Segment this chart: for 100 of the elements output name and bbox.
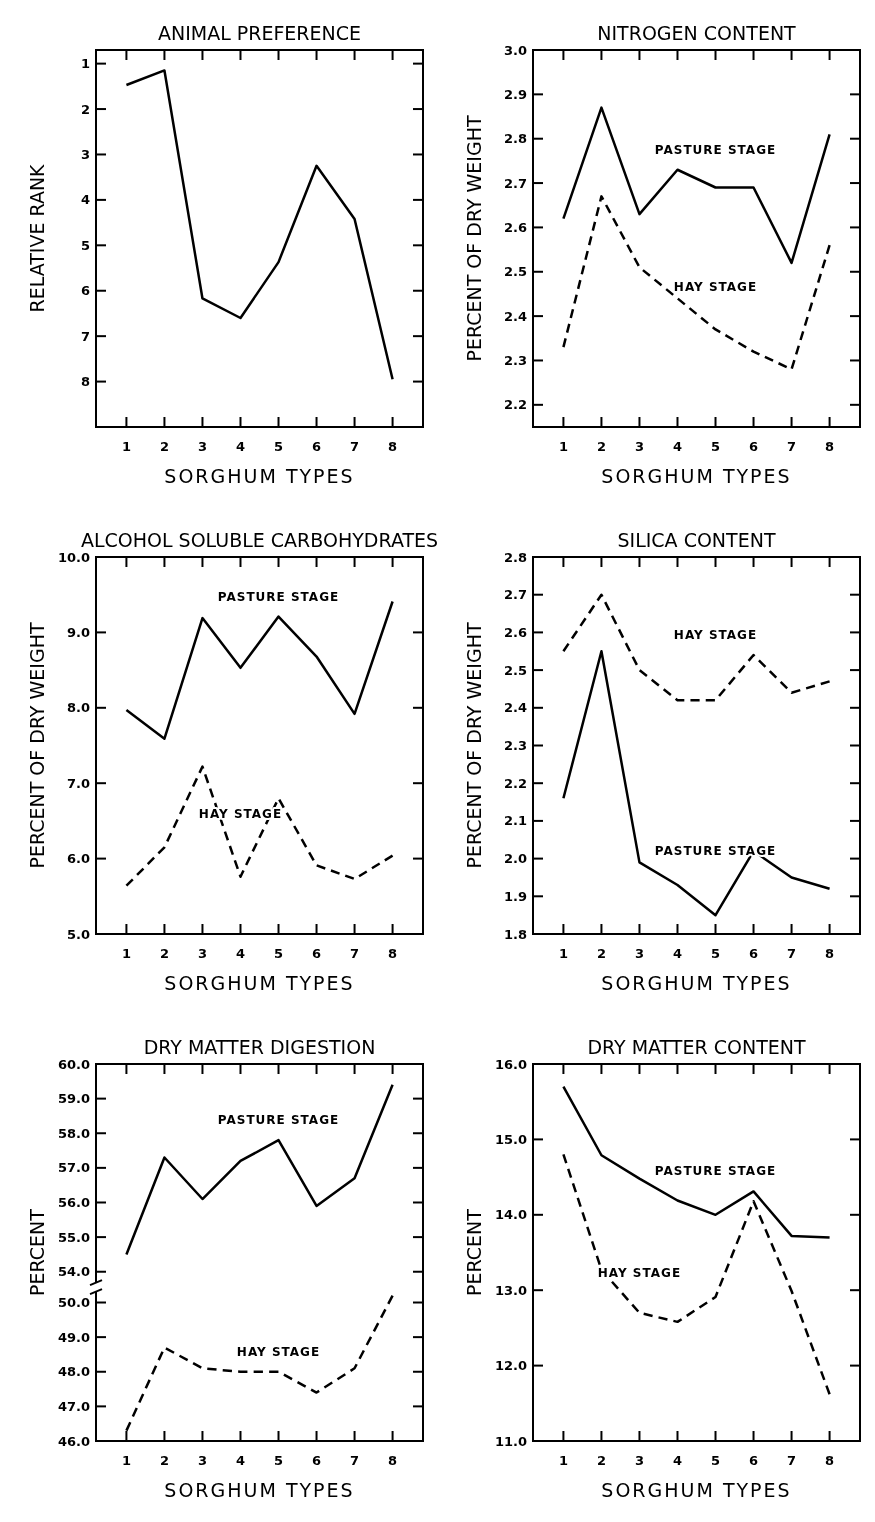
y-axis-title: PERCENT xyxy=(26,1208,48,1296)
line-series xyxy=(125,765,394,887)
chart-title: ALCOHOL SOLUBLE CARBOHYDRATES xyxy=(80,529,439,551)
x-tick-label: 7 xyxy=(350,1453,360,1468)
x-axis-title: SORGHUM TYPES xyxy=(164,972,355,994)
x-tick-label: 6 xyxy=(749,1453,759,1468)
x-tick-label: 4 xyxy=(235,439,246,454)
y-tick-label: 2.2 xyxy=(503,397,527,413)
series-label: HAY STAGE xyxy=(236,1344,321,1359)
y-axis-title: PERCENT OF DRY WEIGHT xyxy=(26,622,48,869)
line-series xyxy=(562,1153,831,1396)
y-tick-label: 12.0 xyxy=(494,1358,527,1374)
chart-title: SILICA CONTENT xyxy=(617,529,776,551)
y-tick-label: 7 xyxy=(80,328,90,344)
y-tick-label: 1.8 xyxy=(503,926,527,942)
x-tick-label: 5 xyxy=(710,1453,721,1468)
line-series xyxy=(562,1085,831,1239)
y-tick-label: 16.0 xyxy=(494,1056,527,1072)
x-axis-title: SORGHUM TYPES xyxy=(601,465,792,487)
y-tick-label: 2.6 xyxy=(503,624,527,640)
x-tick-label: 2 xyxy=(596,946,606,961)
series-label: PASTURE STAGE xyxy=(654,843,777,858)
y-tick-label: 3 xyxy=(80,147,90,163)
y-tick-label: 8 xyxy=(80,374,90,390)
x-tick-label: 3 xyxy=(634,439,644,454)
x-tick-label: 4 xyxy=(672,439,683,454)
y-tick-label: 10.0 xyxy=(57,549,90,565)
line-series xyxy=(562,593,831,702)
chart-title: ANIMAL PREFERENCE xyxy=(157,22,362,44)
x-tick-label: 6 xyxy=(749,946,759,961)
x-tick-label: 4 xyxy=(672,946,683,961)
y-tick-label: 2 xyxy=(80,101,90,117)
x-tick-label: 6 xyxy=(749,439,759,454)
x-tick-label: 1 xyxy=(558,439,568,454)
x-tick-label: 2 xyxy=(596,1453,606,1468)
y-tick-label: 49.0 xyxy=(57,1329,90,1345)
chart-title: NITROGEN CONTENT xyxy=(597,22,797,44)
x-tick-label: 7 xyxy=(787,946,797,961)
chart-title: DRY MATTER DIGESTION xyxy=(143,1036,376,1058)
line-series xyxy=(125,600,394,740)
y-tick-label: 59.0 xyxy=(57,1091,90,1107)
x-tick-label: 6 xyxy=(312,946,322,961)
series-label: PASTURE STAGE xyxy=(654,1164,777,1179)
x-tick-label: 7 xyxy=(787,439,797,454)
y-tick-label: 2.7 xyxy=(503,587,527,603)
y-tick-label: 2.3 xyxy=(503,738,527,754)
x-tick-label: 7 xyxy=(350,439,360,454)
x-tick-label: 5 xyxy=(710,439,721,454)
y-tick-label: 2.4 xyxy=(503,308,527,324)
y-tick-label: 58.0 xyxy=(57,1125,90,1141)
x-tick-label: 3 xyxy=(634,946,644,961)
y-tick-label: 9.0 xyxy=(66,624,90,640)
x-tick-label: 3 xyxy=(197,439,207,454)
x-axis-title: SORGHUM TYPES xyxy=(164,465,355,487)
y-tick-label: 5 xyxy=(80,237,90,253)
chart-title: DRY MATTER CONTENT xyxy=(587,1036,806,1058)
y-tick-label: 6.0 xyxy=(66,851,90,867)
y-tick-label: 15.0 xyxy=(494,1131,527,1147)
x-tick-label: 7 xyxy=(787,1453,797,1468)
x-tick-label: 2 xyxy=(159,1453,169,1468)
y-axis-title: PERCENT OF DRY WEIGHT xyxy=(463,115,485,362)
y-tick-label: 56.0 xyxy=(57,1195,90,1211)
y-tick-label: 57.0 xyxy=(57,1160,90,1176)
y-tick-label: 46.0 xyxy=(57,1433,90,1449)
text: PASTURE STAGE xyxy=(654,142,777,157)
y-tick-label: 4 xyxy=(80,192,90,208)
y-tick-label: 8.0 xyxy=(66,700,90,716)
x-tick-label: 8 xyxy=(825,946,835,961)
y-tick-label: 2.8 xyxy=(503,549,527,565)
y-axis-title: PERCENT xyxy=(463,1208,485,1296)
y-tick-label: 2.6 xyxy=(503,219,527,235)
y-tick-label: 55.0 xyxy=(57,1229,90,1245)
y-tick-label: 5.0 xyxy=(66,926,90,942)
y-tick-label: 11.0 xyxy=(494,1433,527,1449)
y-tick-label: 2.5 xyxy=(503,662,527,678)
x-tick-label: 5 xyxy=(710,946,721,961)
y-tick-label: 2.8 xyxy=(503,131,527,147)
line-series xyxy=(562,106,831,265)
y-tick-label: 1.9 xyxy=(503,888,527,904)
x-axis-title: SORGHUM TYPES xyxy=(164,1479,355,1501)
y-tick-label: 6 xyxy=(80,283,90,299)
x-tick-label: 4 xyxy=(235,1453,246,1468)
y-tick-label: 50.0 xyxy=(57,1295,90,1311)
x-tick-label: 1 xyxy=(558,1453,568,1468)
y-tick-label: 47.0 xyxy=(57,1398,90,1414)
line-series xyxy=(125,69,394,381)
line-series xyxy=(562,650,831,917)
y-axis-title: RELATIVE RANK xyxy=(26,163,48,313)
x-tick-label: 3 xyxy=(197,946,207,961)
series-label: PASTURE STAGE xyxy=(217,589,340,604)
x-tick-label: 8 xyxy=(388,439,398,454)
y-tick-label: 2.7 xyxy=(503,175,527,191)
x-tick-label: 3 xyxy=(634,1453,644,1468)
x-tick-label: 3 xyxy=(197,1453,207,1468)
y-tick-label: 2.0 xyxy=(503,851,527,867)
x-tick-label: 8 xyxy=(388,946,398,961)
series-label: HAY STAGE xyxy=(673,279,758,294)
x-tick-label: 6 xyxy=(312,439,322,454)
y-tick-label: 13.0 xyxy=(494,1282,527,1298)
x-tick-label: 5 xyxy=(273,1453,284,1468)
